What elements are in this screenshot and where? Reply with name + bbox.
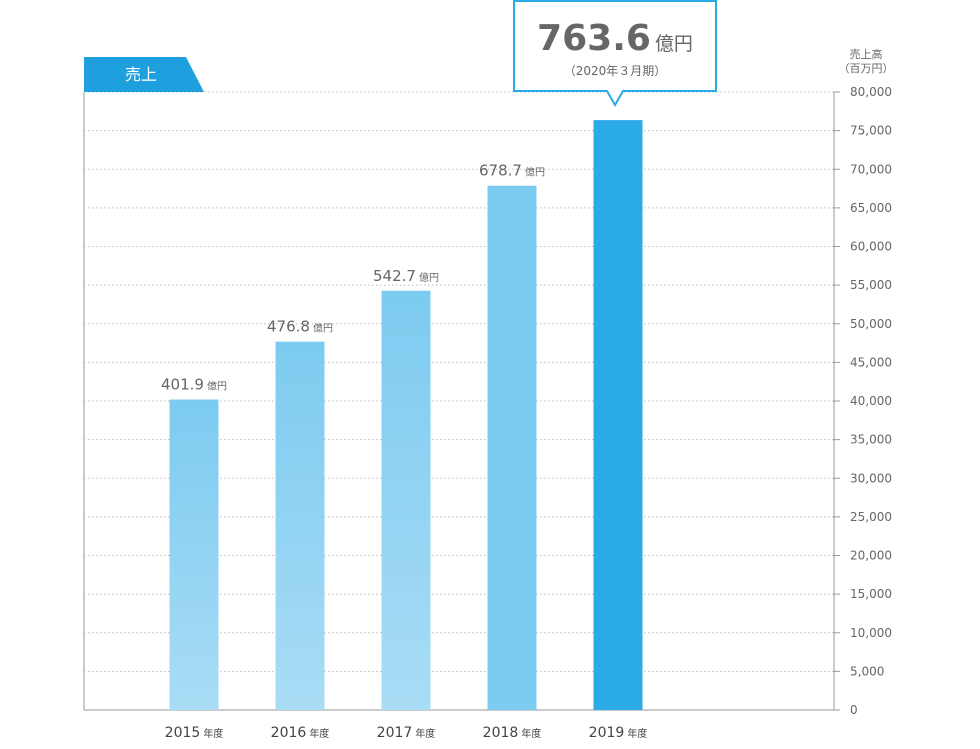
value-label-unit: 億円 (207, 380, 227, 393)
x-tick-label: 2019 年度 (589, 725, 648, 741)
y-tick-label: 75,000 (850, 124, 892, 138)
y-tick-label: 0 (850, 703, 858, 717)
x-tick-year: 2019 (589, 725, 625, 741)
bars (169, 120, 643, 711)
callout-number: 763.6 (537, 18, 651, 59)
x-tick-year: 2015 (165, 725, 201, 741)
y-tick-label: 5,000 (850, 664, 884, 678)
highlight-callout: 763.6 億円 （2020年３月期） (513, 0, 717, 108)
y-tick-label: 35,000 (850, 433, 892, 447)
y-axis-title-line2: （百万円） (839, 62, 894, 75)
section-tab-shape (84, 57, 204, 92)
value-label-number: 678.7 (479, 162, 522, 180)
value-label-number: 542.7 (373, 267, 416, 285)
value-label-number: 476.8 (267, 318, 310, 336)
value-label: 678.7 億円 (479, 162, 545, 180)
bar (593, 120, 643, 710)
value-label-unit: 億円 (525, 166, 545, 179)
value-label-number: 401.9 (161, 376, 204, 394)
x-tick-suffix: 年度 (521, 727, 541, 740)
callout-value: 763.6 億円 (537, 18, 693, 59)
x-tick-suffix: 年度 (203, 727, 223, 740)
x-tick-suffix: 年度 (309, 727, 329, 740)
y-tick-label: 45,000 (850, 355, 892, 369)
x-tick-year: 2017 (377, 725, 413, 741)
value-label: 401.9 億円 (161, 376, 227, 394)
value-label-unit: 億円 (313, 322, 333, 335)
y-tick-label: 50,000 (850, 317, 892, 331)
x-tick-suffix: 年度 (415, 727, 435, 740)
x-tick-label: 2016 年度 (271, 725, 330, 741)
y-tick-label: 60,000 (850, 240, 892, 254)
callout-box (513, 0, 717, 108)
y-tick-label: 30,000 (850, 471, 892, 485)
section-tab-label: 売上 (125, 65, 157, 84)
bar (381, 290, 431, 710)
value-label-unit: 億円 (419, 271, 439, 284)
section-tab: 売上 (84, 57, 204, 92)
y-tick-label: 20,000 (850, 549, 892, 563)
bar (169, 399, 219, 710)
x-tick-year: 2018 (483, 725, 519, 741)
x-axis-labels: 2015 年度 2016 年度 2017 年度 2018 年度 2019 年度 (165, 725, 648, 741)
y-tick-label: 65,000 (850, 201, 892, 215)
x-tick-suffix: 年度 (627, 727, 647, 740)
x-tick-label: 2018 年度 (483, 725, 542, 741)
x-tick-label: 2017 年度 (377, 725, 436, 741)
callout-unit: 億円 (655, 33, 693, 55)
y-tick-label: 80,000 (850, 85, 892, 99)
callout-subtitle: （2020年３月期） (564, 64, 667, 78)
y-tick-label: 10,000 (850, 626, 892, 640)
x-tick-year: 2016 (271, 725, 307, 741)
bar (487, 185, 537, 711)
value-label: 476.8 億円 (267, 318, 333, 336)
y-tick-label: 40,000 (850, 394, 892, 408)
y-tick-label: 70,000 (850, 162, 892, 176)
x-tick-label: 2015 年度 (165, 725, 224, 741)
y-tick-label: 55,000 (850, 278, 892, 292)
y-tick-label: 25,000 (850, 510, 892, 524)
y-axis-title-line1: 売上高 (850, 47, 883, 61)
bar (275, 341, 325, 710)
value-label: 542.7 億円 (373, 267, 439, 285)
y-axis: 0 5,000 10,000 15,000 20,000 25,000 30,000 35,0… (833, 85, 892, 717)
y-tick-label: 15,000 (850, 587, 892, 601)
